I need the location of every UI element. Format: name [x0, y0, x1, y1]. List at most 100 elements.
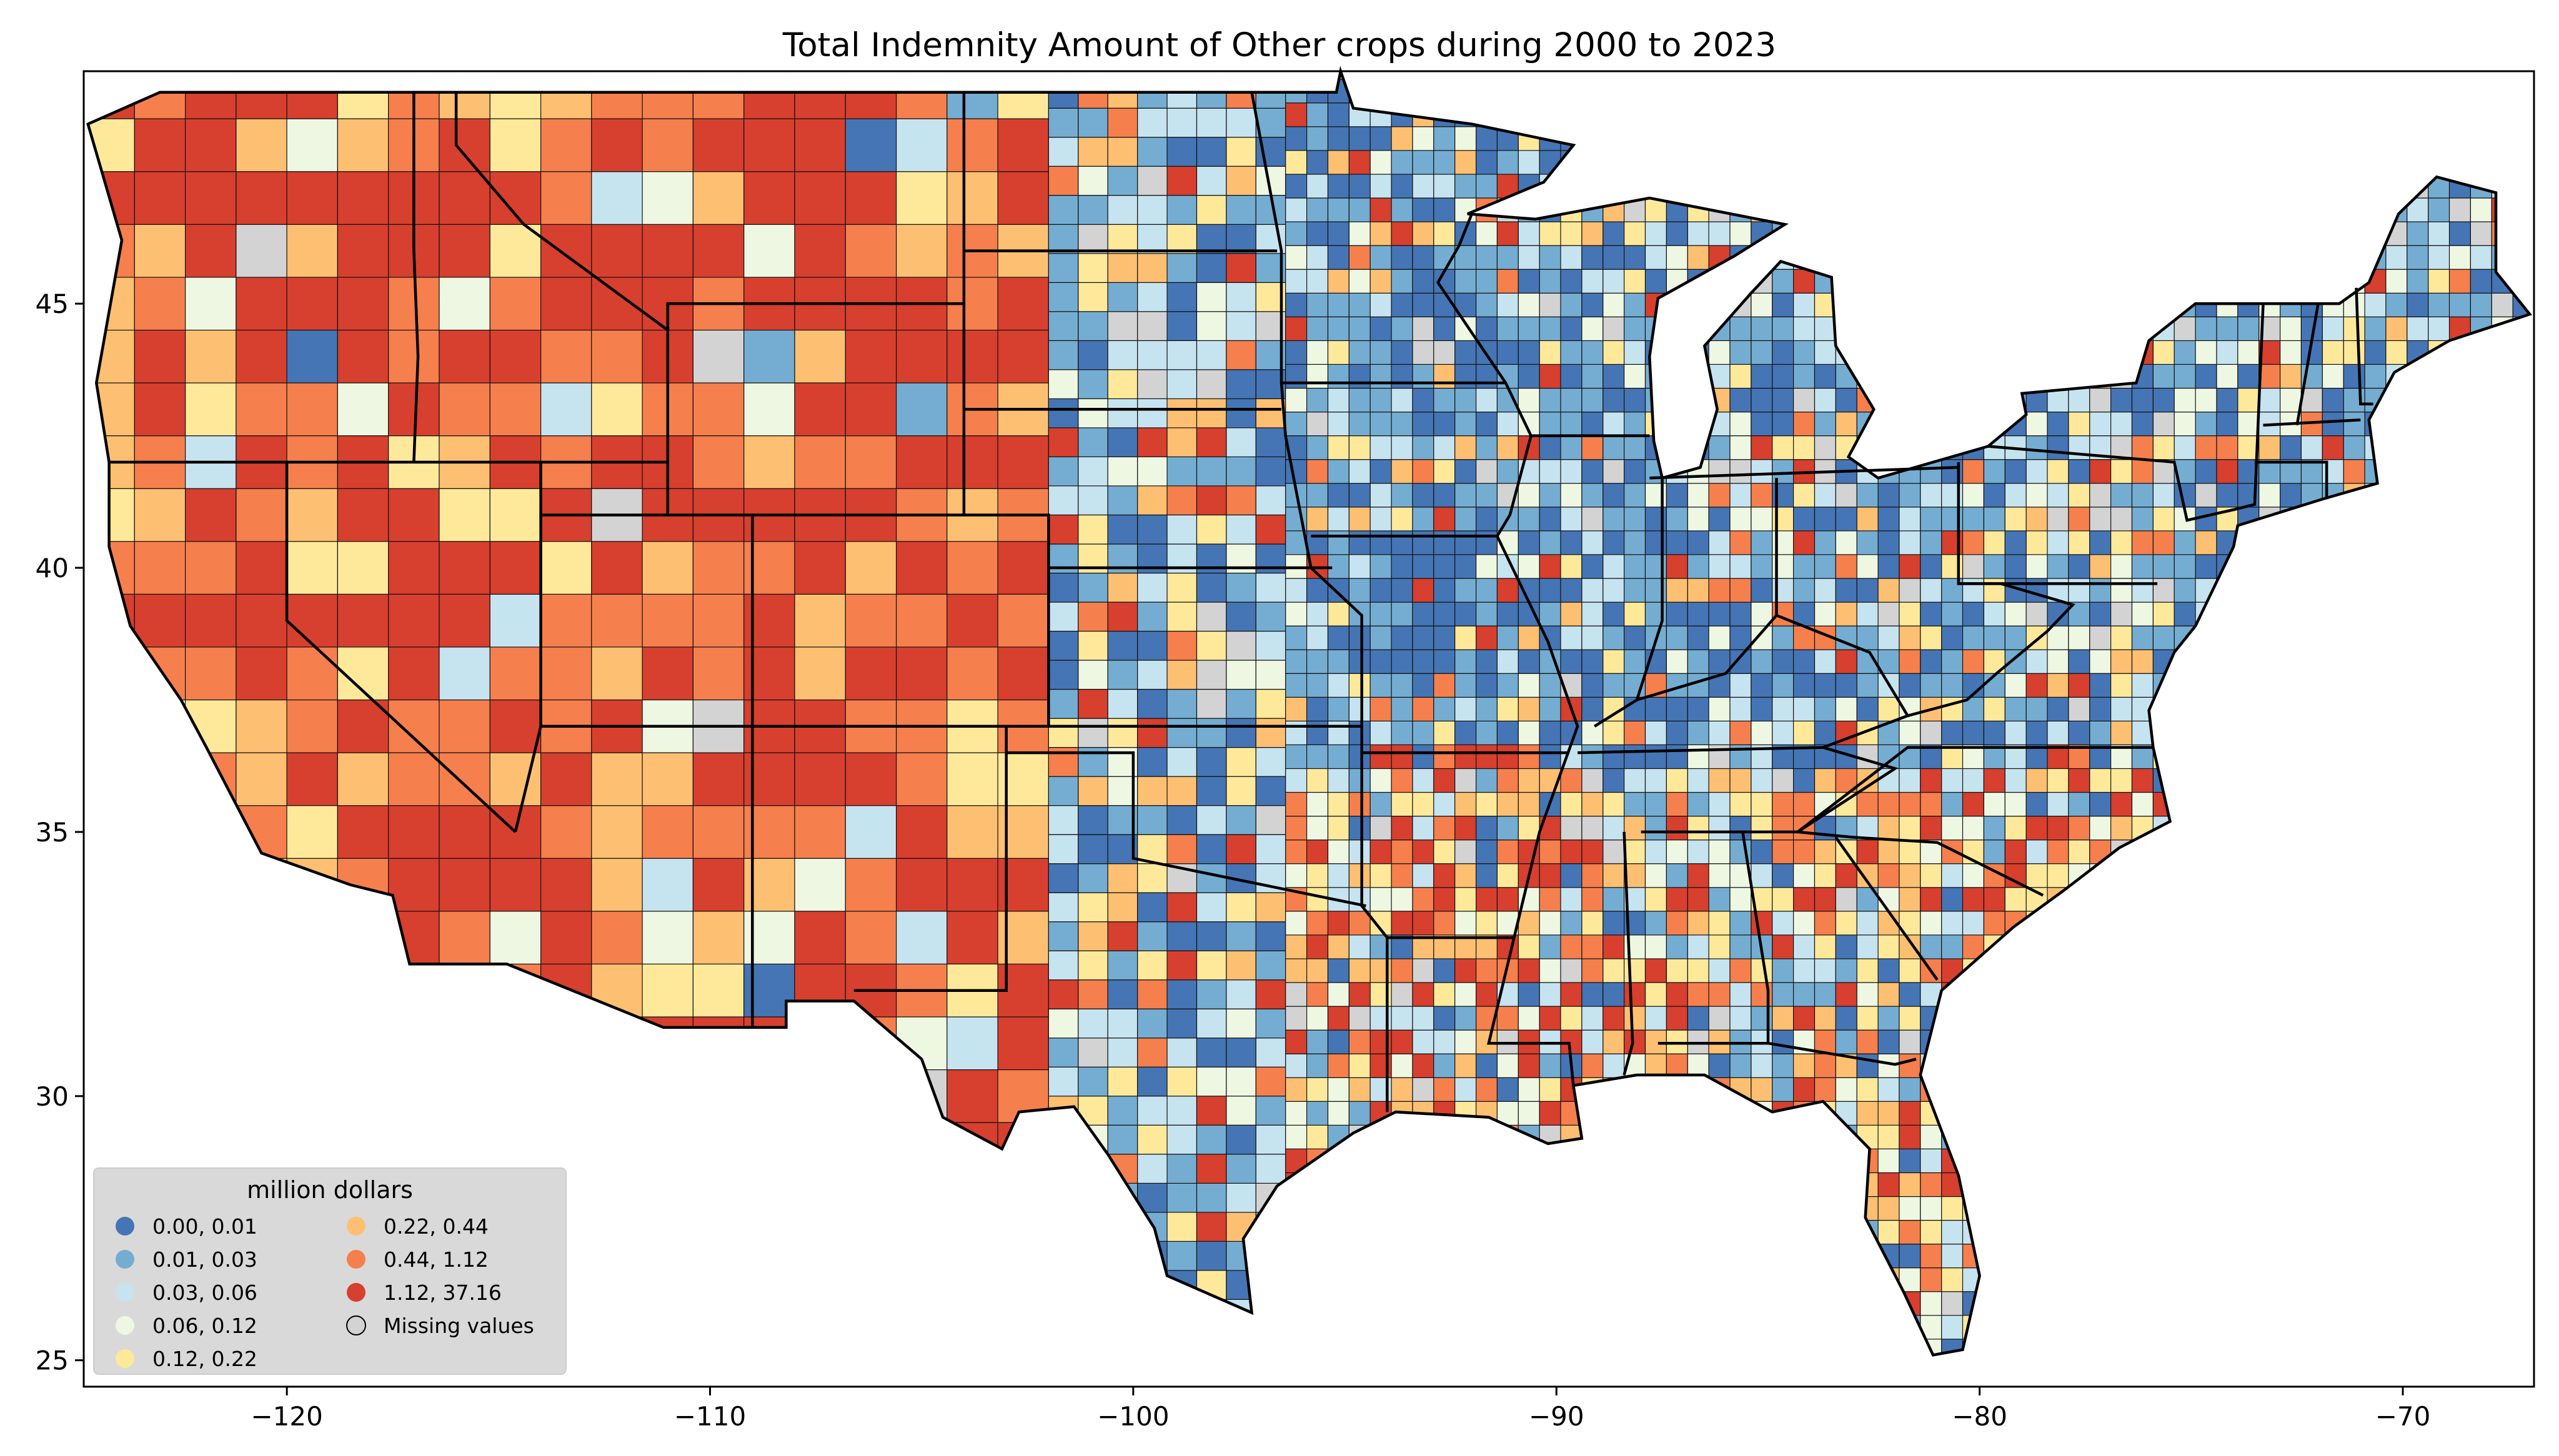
- county-tile: [2131, 71, 2154, 80]
- county-tile: [1496, 863, 1519, 888]
- county-tile: [2470, 578, 2492, 603]
- county-tile: [2237, 316, 2260, 341]
- county-tile: [2195, 768, 2217, 793]
- county-tile: [2491, 625, 2513, 650]
- county-tile: [185, 593, 237, 648]
- county-tile: [2322, 673, 2344, 698]
- county-tile: [1518, 1101, 1540, 1126]
- county-tile: [2491, 673, 2513, 698]
- county-tile: [1539, 720, 1561, 746]
- county-tile: [1391, 411, 1413, 437]
- county-tile: [591, 911, 643, 965]
- county-tile: [2491, 839, 2513, 864]
- county-tile: [2004, 958, 2027, 983]
- county-tile: [1729, 150, 1752, 175]
- county-tile: [2131, 1172, 2154, 1197]
- county-tile: [2470, 411, 2492, 437]
- county-tile: [1518, 269, 1540, 294]
- county-tile: [1433, 625, 1456, 650]
- county-tile: [895, 541, 948, 595]
- county-tile: [1687, 1243, 1709, 1269]
- county-tile: [1920, 1243, 1942, 1269]
- county-tile: [1666, 1172, 1688, 1197]
- county-tile: [2216, 911, 2239, 936]
- county-tile: [1285, 934, 1308, 959]
- county-tile: [2322, 126, 2344, 151]
- county-tile: [1391, 174, 1413, 199]
- county-tile: [2047, 958, 2069, 983]
- county-tile: [1048, 863, 1079, 893]
- county-tile: [1476, 1219, 1498, 1245]
- county-tile: [1496, 79, 1519, 104]
- county-tile: [2110, 1291, 2133, 1316]
- county-tile: [1581, 744, 1604, 770]
- county-tile: [1518, 649, 1540, 674]
- county-tile: [2216, 815, 2239, 841]
- county-tile: [1348, 673, 1371, 698]
- county-tile: [895, 646, 948, 701]
- county-tile: [1920, 1291, 1942, 1316]
- county-tile: [2174, 1291, 2196, 1316]
- county-tile: [2174, 1053, 2196, 1078]
- county-tile: [2491, 1339, 2513, 1355]
- county-tile: [1226, 107, 1256, 138]
- county-tile: [540, 805, 592, 859]
- county-tile: [1454, 79, 1477, 104]
- county-tile: [1772, 958, 1794, 983]
- county-tile: [1666, 102, 1688, 127]
- county-tile: [2364, 1315, 2387, 1340]
- county-tile: [1412, 1339, 1434, 1355]
- county-tile: [1196, 340, 1227, 370]
- county-tile: [1687, 602, 1709, 626]
- county-tile: [1856, 340, 1879, 365]
- county-tile: [1814, 1339, 1837, 1355]
- county-tile: [1137, 456, 1168, 487]
- county-tile: [2174, 887, 2196, 912]
- county-tile: [2428, 507, 2450, 532]
- county-tile: [2089, 1315, 2112, 1340]
- county-tile: [2004, 1148, 2027, 1174]
- county-tile: [2025, 863, 2048, 888]
- county-tile: [895, 805, 948, 859]
- county-tile: [1729, 934, 1752, 959]
- county-tile: [1048, 1212, 1079, 1242]
- county-tile: [1920, 934, 1942, 959]
- county-tile: [2448, 791, 2472, 817]
- county-tile: [1729, 1339, 1752, 1355]
- county-tile: [2470, 1196, 2492, 1221]
- county-tile: [2385, 292, 2408, 317]
- county-tile: [1877, 839, 1900, 864]
- county-tile: [1107, 340, 1138, 370]
- county-tile: [1196, 514, 1227, 545]
- county-tile: [1962, 364, 1985, 389]
- county-tile: [1433, 602, 1456, 626]
- county-tile: [1391, 625, 1413, 650]
- county-tile: [1729, 1291, 1752, 1316]
- county-tile: [2470, 435, 2492, 460]
- county-tile: [2492, 1363, 2513, 1387]
- county-tile: [2258, 79, 2281, 104]
- county-tile: [337, 805, 389, 859]
- county-tile: [1877, 71, 1900, 80]
- county-tile: [286, 329, 339, 384]
- county-tile: [1306, 459, 1329, 484]
- county-tile: [439, 646, 490, 701]
- county-tile: [185, 277, 237, 331]
- county-tile: [2364, 554, 2387, 579]
- county-tile: [1666, 887, 1688, 912]
- county-tile: [845, 1175, 897, 1229]
- county-tile: [2322, 316, 2344, 341]
- county-tile: [1454, 435, 1477, 460]
- county-tile: [2153, 1363, 2174, 1387]
- county-tile: [997, 1122, 1049, 1176]
- county-tile: [540, 329, 592, 384]
- county-tile: [2512, 1172, 2530, 1197]
- county-tile: [2322, 554, 2344, 579]
- county-tile: [1751, 174, 1773, 199]
- county-tile: [236, 1016, 287, 1071]
- county-tile: [286, 541, 339, 595]
- county-tile: [2068, 269, 2090, 294]
- county-tile: [2322, 411, 2344, 437]
- county-tile: [1560, 530, 1583, 555]
- county-tile: [1708, 483, 1731, 508]
